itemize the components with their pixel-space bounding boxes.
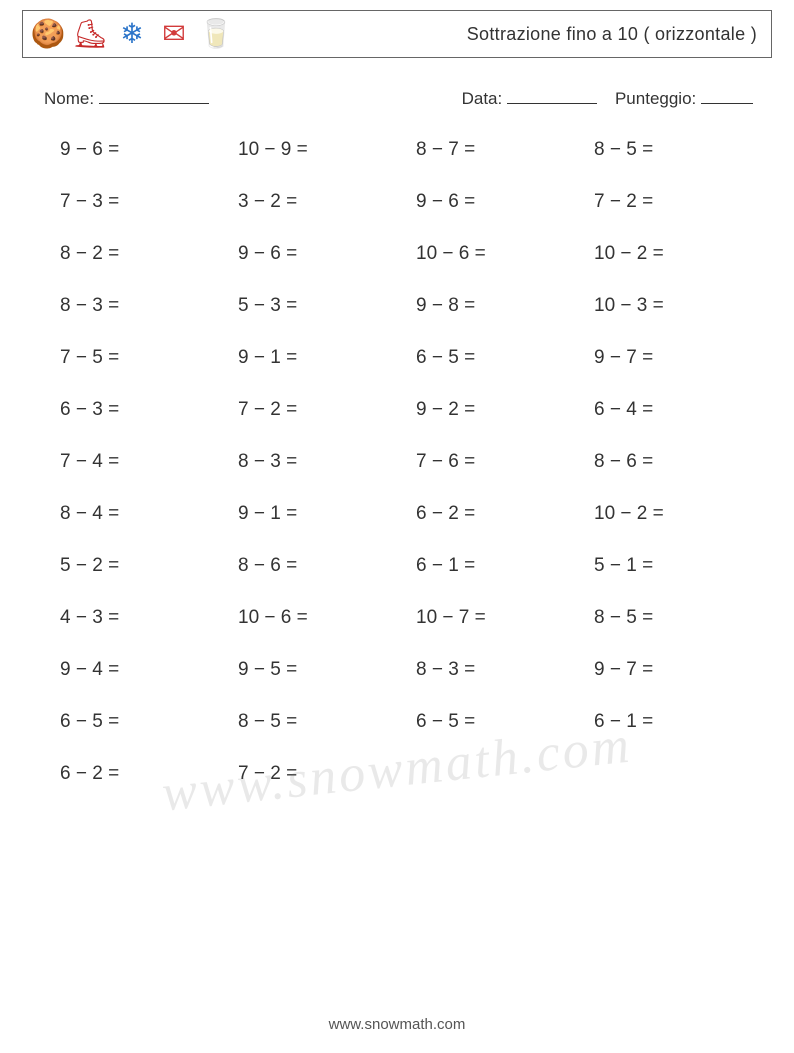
header: 🍪⛸❄✉🥛 Sottrazione fino a 10 ( orizzontal…	[22, 10, 772, 58]
problem: 4 − 3 =	[60, 607, 238, 629]
problem: 9 − 1 =	[238, 347, 416, 369]
problem: 10 − 6 =	[238, 607, 416, 629]
date-label: Data:	[462, 89, 503, 108]
problem: 8 − 3 =	[238, 451, 416, 473]
problem: 8 − 3 =	[416, 659, 594, 681]
problem: 6 − 5 =	[416, 347, 594, 369]
problem: 9 − 7 =	[594, 347, 772, 369]
problem: 10 − 6 =	[416, 243, 594, 265]
problem: 9 − 6 =	[238, 243, 416, 265]
date-field: Data:	[462, 86, 597, 109]
problem: 9 − 6 =	[416, 191, 594, 213]
score-blank[interactable]	[701, 86, 753, 104]
problem: 7 − 3 =	[60, 191, 238, 213]
problem: 7 − 4 =	[60, 451, 238, 473]
name-label: Nome:	[44, 89, 94, 108]
problem: 6 − 1 =	[594, 711, 772, 733]
problem: 9 − 4 =	[60, 659, 238, 681]
problem: 6 − 1 =	[416, 555, 594, 577]
ice-skate-icon: ⛸	[73, 17, 107, 51]
love-letter-icon: ✉	[157, 17, 191, 51]
worksheet-title: Sottrazione fino a 10 ( orizzontale )	[467, 24, 757, 45]
problem: 5 − 3 =	[238, 295, 416, 317]
problem: 6 − 2 =	[416, 503, 594, 525]
problem: 8 − 6 =	[238, 555, 416, 577]
name-blank[interactable]	[99, 86, 209, 104]
problem: 3 − 2 =	[238, 191, 416, 213]
snowflake-icon: ❄	[115, 17, 149, 51]
problem: 8 − 6 =	[594, 451, 772, 473]
problem: 8 − 7 =	[416, 139, 594, 161]
name-field: Nome:	[44, 86, 462, 109]
problem: 6 − 3 =	[60, 399, 238, 421]
problem: 5 − 2 =	[60, 555, 238, 577]
problem: 7 − 2 =	[238, 763, 416, 785]
problem: 9 − 6 =	[60, 139, 238, 161]
problem: 10 − 2 =	[594, 503, 772, 525]
problem: 10 − 9 =	[238, 139, 416, 161]
problem: 7 − 2 =	[238, 399, 416, 421]
problem: 10 − 3 =	[594, 295, 772, 317]
problem: 9 − 5 =	[238, 659, 416, 681]
problem: 10 − 7 =	[416, 607, 594, 629]
problem: 8 − 5 =	[238, 711, 416, 733]
problem: 6 − 5 =	[416, 711, 594, 733]
problem: 9 − 2 =	[416, 399, 594, 421]
gingerbread-icon: 🍪	[31, 17, 65, 51]
score-label: Punteggio:	[615, 89, 696, 108]
problem: 9 − 1 =	[238, 503, 416, 525]
score-field: Punteggio:	[615, 86, 753, 109]
header-icons: 🍪⛸❄✉🥛	[31, 17, 233, 51]
problem: 8 − 5 =	[594, 607, 772, 629]
footer-url: www.snowmath.com	[0, 1016, 794, 1033]
problem: 6 − 5 =	[60, 711, 238, 733]
cookies-icon: 🥛	[199, 17, 233, 51]
problem: 5 − 1 =	[594, 555, 772, 577]
date-blank[interactable]	[507, 86, 597, 104]
problem: 6 − 2 =	[60, 763, 238, 785]
problem: 8 − 2 =	[60, 243, 238, 265]
problem: 7 − 2 =	[594, 191, 772, 213]
problem: 8 − 3 =	[60, 295, 238, 317]
problem: 9 − 8 =	[416, 295, 594, 317]
problem: 7 − 6 =	[416, 451, 594, 473]
meta-row: Nome: Data: Punteggio:	[22, 86, 772, 109]
problem: 8 − 4 =	[60, 503, 238, 525]
problem: 7 − 5 =	[60, 347, 238, 369]
problem: 6 − 4 =	[594, 399, 772, 421]
problems-grid: 9 − 6 =10 − 9 =8 − 7 =8 − 5 =7 − 3 =3 − …	[22, 135, 772, 785]
problem: 10 − 2 =	[594, 243, 772, 265]
problem: 8 − 5 =	[594, 139, 772, 161]
problem: 9 − 7 =	[594, 659, 772, 681]
